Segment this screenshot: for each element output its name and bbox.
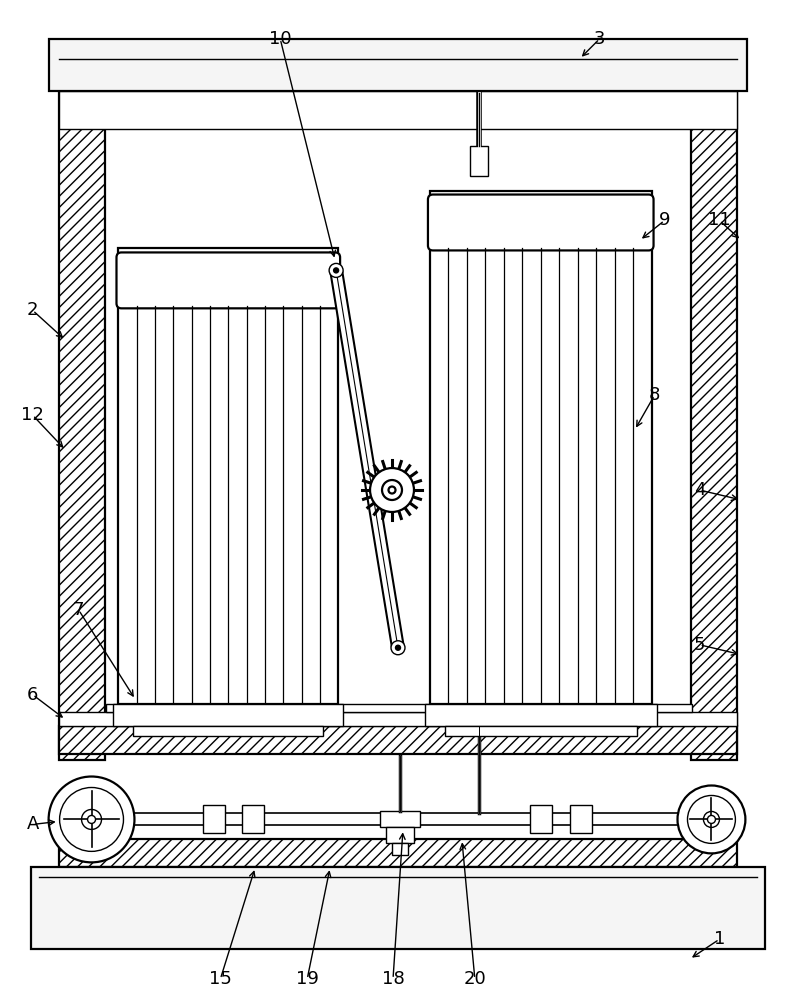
Bar: [59, 726, 738, 754]
FancyBboxPatch shape: [117, 252, 340, 308]
Circle shape: [391, 641, 405, 655]
Bar: [470, 146, 488, 176]
Circle shape: [370, 468, 414, 512]
Bar: [386, 827, 414, 843]
Text: 2: 2: [27, 301, 38, 319]
Bar: [203, 805, 225, 833]
FancyBboxPatch shape: [428, 195, 653, 250]
Circle shape: [82, 809, 102, 829]
Circle shape: [60, 787, 124, 851]
Bar: [380, 811, 420, 827]
Circle shape: [395, 645, 400, 650]
Circle shape: [688, 795, 735, 843]
Circle shape: [333, 268, 338, 273]
Bar: [133, 726, 323, 736]
Text: 9: 9: [659, 211, 670, 229]
Text: 3: 3: [594, 30, 605, 48]
Text: 15: 15: [209, 970, 232, 988]
Bar: [114, 704, 343, 726]
Text: 10: 10: [269, 30, 291, 48]
Bar: [59, 839, 738, 867]
Bar: [530, 805, 552, 833]
Bar: [425, 704, 657, 726]
Circle shape: [677, 785, 746, 853]
Text: 6: 6: [27, 686, 38, 704]
Bar: [242, 805, 264, 833]
Circle shape: [388, 487, 395, 494]
Circle shape: [87, 815, 95, 823]
Bar: [430, 191, 652, 704]
Text: 4: 4: [694, 481, 705, 499]
Bar: [59, 91, 738, 129]
Bar: [570, 805, 592, 833]
Text: 18: 18: [382, 970, 404, 988]
Bar: [59, 712, 738, 726]
Text: 19: 19: [295, 970, 318, 988]
Bar: [118, 248, 338, 704]
Text: 7: 7: [73, 601, 84, 619]
Bar: [31, 867, 765, 949]
Circle shape: [703, 811, 719, 827]
Text: 1: 1: [714, 930, 725, 948]
Circle shape: [382, 480, 402, 500]
Bar: [59, 91, 105, 760]
Text: 11: 11: [708, 211, 730, 229]
Circle shape: [48, 777, 134, 862]
Bar: [445, 726, 637, 736]
Bar: [692, 91, 738, 760]
Bar: [48, 39, 747, 91]
Circle shape: [330, 263, 343, 277]
Circle shape: [707, 815, 715, 823]
Text: A: A: [26, 815, 39, 833]
Text: 12: 12: [21, 406, 44, 424]
Text: 20: 20: [464, 970, 486, 988]
Bar: [106, 704, 692, 712]
Text: 8: 8: [649, 386, 661, 404]
Text: 5: 5: [694, 636, 705, 654]
Bar: [392, 843, 408, 855]
